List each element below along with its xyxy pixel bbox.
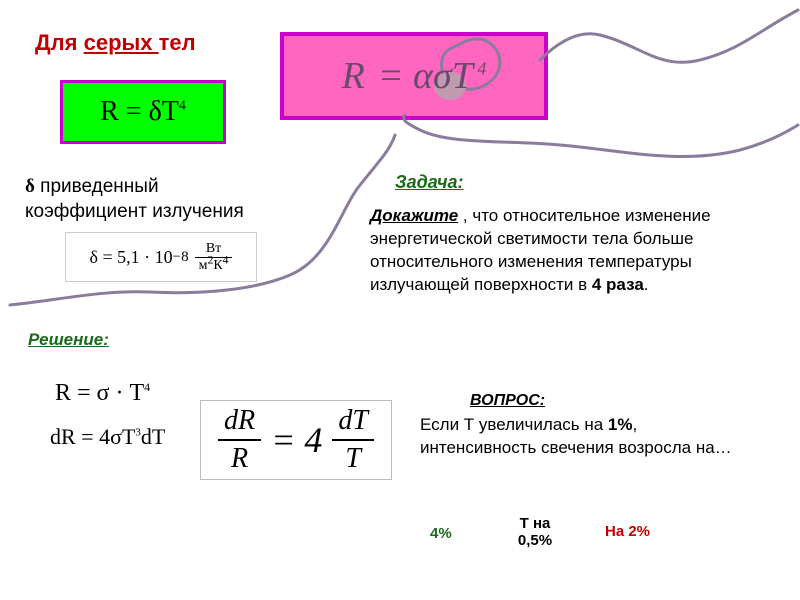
- delta-symbol: δ: [25, 176, 35, 197]
- header-prefix: Для: [35, 30, 84, 55]
- answer-2-line1: Т на: [520, 515, 551, 532]
- solution-label: Решение:: [28, 330, 109, 350]
- diff-rhs: dT T: [332, 405, 374, 475]
- delta-lhs: δ = 5,1 · 10: [90, 247, 173, 268]
- pink-formula: R = ασT 4: [342, 54, 487, 98]
- question-text: Если Т увеличилась на 1%, интенсивность …: [420, 414, 740, 460]
- diff-lhs-num: dR: [218, 405, 261, 441]
- green-formula-box: R = δT4: [60, 80, 226, 144]
- answer-2-line2: 0,5%: [518, 532, 552, 549]
- answer-1: 4%: [430, 525, 452, 542]
- header-title: Для серых тел: [35, 30, 196, 56]
- task-label: Задача:: [395, 172, 464, 193]
- solution-formula-1: R = σ · T4: [55, 380, 150, 407]
- header-underlined: серых: [84, 30, 159, 55]
- diff-lhs-den: R: [218, 441, 261, 475]
- green-formula: R = δT4: [100, 96, 186, 128]
- diff-rhs-den: T: [332, 441, 374, 475]
- delta-text: приведенный коэффициент излучения: [25, 176, 244, 222]
- task-prove: Докажите: [370, 206, 458, 225]
- task-text: Докажите , что относительное изменение э…: [370, 205, 740, 297]
- diff-eq: = 4: [271, 419, 322, 461]
- delta-value-box: δ = 5,1 · 10−8 Вт м2К4: [65, 232, 257, 282]
- differential-ratio-box: dR R = 4 dT T: [200, 400, 392, 480]
- header-suffix: тел: [159, 30, 196, 55]
- diff-lhs: dR R: [218, 405, 261, 475]
- delta-unit-den: м2К4: [195, 258, 233, 274]
- pink-formula-box: R = ασT 4: [280, 32, 548, 120]
- question-label: ВОПРОС:: [470, 392, 545, 410]
- solution-formula-2: dR = 4σT3dT: [50, 424, 165, 450]
- delta-unit-fraction: Вт м2К4: [195, 241, 233, 274]
- delta-coefficient-label: δ приведенный коэффициент излучения: [25, 175, 275, 224]
- answer-3: На 2%: [605, 523, 650, 540]
- answer-2: Т на 0,5%: [505, 515, 565, 549]
- diff-rhs-num: dT: [332, 405, 374, 441]
